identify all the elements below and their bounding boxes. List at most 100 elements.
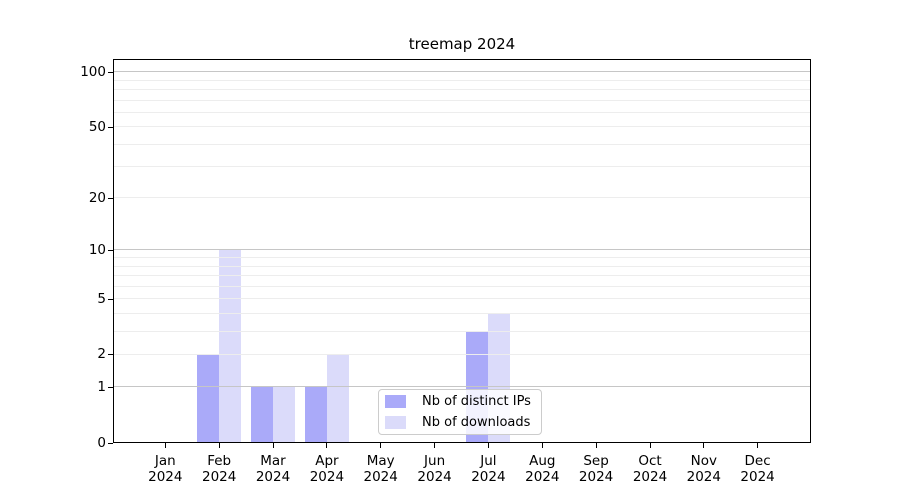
gridline-80 xyxy=(113,88,811,90)
x-tick-label-aug: Aug 2024 xyxy=(525,453,559,485)
bar-feb-series0 xyxy=(197,354,220,443)
y-tick-mark-5 xyxy=(108,298,113,300)
x-tick-label-dec: Dec 2024 xyxy=(740,453,774,485)
x-tick-year: 2024 xyxy=(686,469,721,485)
gridline-9 xyxy=(113,257,811,258)
x-axis: Jan 2024 Feb 2024 Mar 2024 Apr 2024 May 2024 Jun 20… xyxy=(113,443,811,493)
x-tick-label-may: May 2024 xyxy=(364,453,398,485)
y-tick-mark-2 xyxy=(108,354,113,356)
bar-mar-series1 xyxy=(273,387,295,443)
x-tick-year: 2024 xyxy=(255,469,291,485)
x-tick-month: Feb xyxy=(207,453,232,469)
x-tick-label-apr: Apr 2024 xyxy=(310,453,344,485)
x-tick-label-jan: Jan 2024 xyxy=(148,453,182,485)
gridline-3 xyxy=(113,330,811,332)
gridline-70 xyxy=(113,99,811,101)
y-tick-label-20: 20 xyxy=(88,189,106,206)
y-tick-mark-1 xyxy=(108,386,113,388)
gridline-60 xyxy=(113,111,811,113)
x-tick-mark-sep xyxy=(595,443,597,448)
x-tick-mark-jan xyxy=(164,443,166,448)
x-tick-month: Oct xyxy=(638,453,662,469)
x-tick-year: 2024 xyxy=(202,469,237,485)
x-tick-mark-nov xyxy=(703,443,705,448)
x-tick-mark-may xyxy=(380,443,382,448)
x-tick-month: Dec xyxy=(744,453,771,469)
x-tick-mark-feb xyxy=(218,443,220,448)
gridline-4 xyxy=(113,312,811,314)
legend-label-0: Nb of distinct IPs xyxy=(422,394,531,409)
x-tick-label-oct: Oct 2024 xyxy=(633,453,667,485)
y-tick-label-1: 1 xyxy=(97,378,106,395)
plot-area: Nb of distinct IPs Nb of downloads xyxy=(113,59,811,443)
legend-swatch-1 xyxy=(385,416,406,429)
y-tick-label-0: 0 xyxy=(97,434,106,451)
y-axis: 0 1 2 5 10 20 50 100 xyxy=(0,59,113,451)
x-tick-label-nov: Nov 2024 xyxy=(687,453,721,485)
y-tick-label-5: 5 xyxy=(97,290,106,307)
x-tick-year: 2024 xyxy=(632,469,668,485)
x-tick-year: 2024 xyxy=(148,469,183,485)
y-tick-mark-50 xyxy=(108,126,113,128)
x-tick-month: May xyxy=(366,453,395,469)
x-tick-year: 2024 xyxy=(471,469,506,485)
gridline-1 xyxy=(113,386,811,388)
y-tick-label-50: 50 xyxy=(88,118,106,135)
gridline-30 xyxy=(113,166,811,168)
y-tick-label-2: 2 xyxy=(97,346,106,363)
x-tick-month: Jul xyxy=(480,453,497,469)
x-tick-label-sep: Sep 2024 xyxy=(579,453,613,485)
x-tick-month: Mar xyxy=(260,453,286,469)
gridline-8 xyxy=(113,265,811,267)
y-tick-mark-20 xyxy=(108,197,113,199)
x-tick-year: 2024 xyxy=(578,469,614,485)
x-tick-year: 2024 xyxy=(740,469,775,485)
x-tick-month: Nov xyxy=(690,453,717,469)
legend-swatch-0 xyxy=(385,395,406,408)
gridline-7 xyxy=(113,274,811,276)
legend-label-1: Nb of downloads xyxy=(422,415,531,430)
x-tick-label-feb: Feb 2024 xyxy=(202,453,236,485)
legend-item-1: Nb of downloads xyxy=(385,414,533,431)
bar-apr-series0 xyxy=(304,387,327,443)
x-tick-year: 2024 xyxy=(525,469,560,485)
x-tick-month: Jan xyxy=(154,453,176,469)
y-tick-mark-10 xyxy=(108,249,113,251)
gridline-50 xyxy=(113,126,811,128)
gridline-40 xyxy=(113,143,811,145)
y-tick-mark-0 xyxy=(108,442,113,444)
y-tick-mark-100 xyxy=(108,71,113,73)
gridline-10 xyxy=(113,249,811,251)
gridline-6 xyxy=(113,285,811,287)
grid-layer xyxy=(113,59,811,443)
y-tick-label-100: 100 xyxy=(80,63,106,80)
legend-item-0: Nb of distinct IPs xyxy=(385,393,533,410)
x-tick-year: 2024 xyxy=(417,469,452,485)
x-tick-year: 2024 xyxy=(363,469,398,485)
gridline-20 xyxy=(113,197,811,199)
x-tick-month: Apr xyxy=(315,453,339,469)
x-tick-label-jul: Jul 2024 xyxy=(471,453,505,485)
gridline-100 xyxy=(113,71,811,73)
x-tick-mark-jun xyxy=(434,443,436,448)
y-tick-label-10: 10 xyxy=(88,241,106,258)
bar-mar-series0 xyxy=(251,387,273,443)
x-tick-mark-apr xyxy=(326,443,328,448)
x-tick-mark-mar xyxy=(272,443,274,448)
chart-title: treemap 2024 xyxy=(408,35,516,53)
x-tick-label-mar: Mar 2024 xyxy=(256,453,290,485)
x-tick-mark-dec xyxy=(757,443,759,448)
x-tick-month: Jun xyxy=(424,453,446,469)
x-tick-year: 2024 xyxy=(309,469,345,485)
x-tick-month: Aug xyxy=(529,453,556,469)
legend: Nb of distinct IPs Nb of downloads xyxy=(378,389,542,435)
x-tick-mark-oct xyxy=(649,443,651,448)
gridline-5 xyxy=(113,298,811,299)
x-tick-mark-jul xyxy=(487,443,489,448)
gridline-2 xyxy=(113,353,811,355)
bar-apr-series1 xyxy=(326,354,349,443)
x-tick-month: Sep xyxy=(583,453,609,469)
gridline-90 xyxy=(113,79,811,81)
x-tick-mark-aug xyxy=(541,443,543,448)
